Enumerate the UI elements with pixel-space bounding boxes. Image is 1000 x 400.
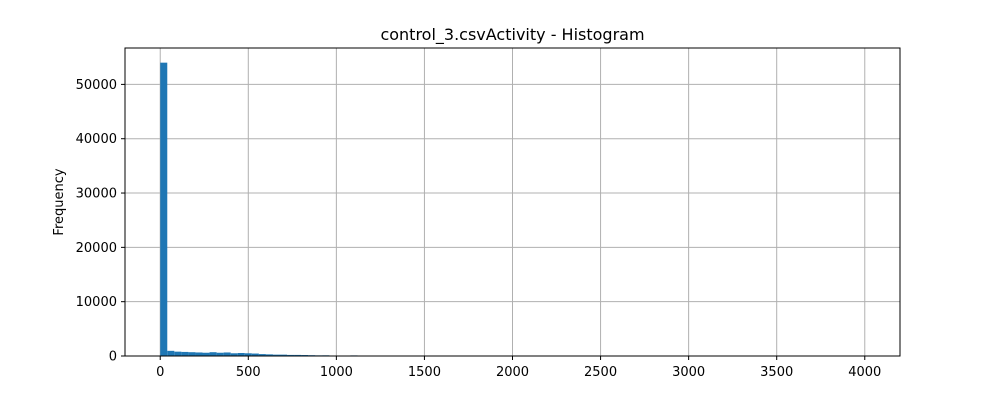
x-tick-label: 3500 <box>760 365 793 380</box>
histogram-bar <box>174 351 182 356</box>
y-tick-label: 50000 <box>76 78 117 93</box>
x-tick-label: 2500 <box>584 365 617 380</box>
histogram-bar <box>258 354 266 356</box>
histogram-bar <box>237 353 245 356</box>
y-tick-label: 0 <box>109 350 117 365</box>
chart-title: control_3.csvActivity - Histogram <box>380 25 644 45</box>
histogram-bar <box>265 354 273 356</box>
histogram-bar <box>202 352 210 356</box>
y-axis-ticks: 0 10000 20000 30000 40000 50000 <box>76 78 125 365</box>
histogram-bar <box>294 354 302 356</box>
histogram-bar <box>287 354 295 356</box>
y-tick-label: 20000 <box>76 241 117 256</box>
y-tick-label: 10000 <box>76 295 117 310</box>
histogram-bar <box>280 354 288 356</box>
x-tick-label: 500 <box>236 365 261 380</box>
y-tick-label: 40000 <box>76 132 117 147</box>
histogram-bar <box>181 351 189 356</box>
y-tick-label: 30000 <box>76 187 117 202</box>
histogram-bar <box>188 352 196 356</box>
histogram-bar <box>223 352 231 356</box>
x-tick-label: 2000 <box>496 365 529 380</box>
histogram-bar <box>209 352 217 356</box>
x-tick-label: 1000 <box>320 365 353 380</box>
x-tick-label: 3000 <box>672 365 705 380</box>
histogram-bar <box>195 352 203 356</box>
x-axis-ticks: 0 500 1000 1500 2000 2500 3000 3500 4000 <box>156 356 881 380</box>
histogram-bar <box>160 62 168 357</box>
y-axis-label: Frequency <box>52 168 67 235</box>
x-tick-label: 1500 <box>408 365 441 380</box>
histogram-bar <box>244 353 252 356</box>
histogram-bar <box>216 352 224 356</box>
x-tick-label: 4000 <box>848 365 881 380</box>
histogram-bar <box>272 354 280 356</box>
histogram-bar <box>167 350 175 356</box>
histogram-bar <box>230 353 238 356</box>
histogram-bar <box>251 353 259 356</box>
x-tick-label: 0 <box>156 365 164 380</box>
